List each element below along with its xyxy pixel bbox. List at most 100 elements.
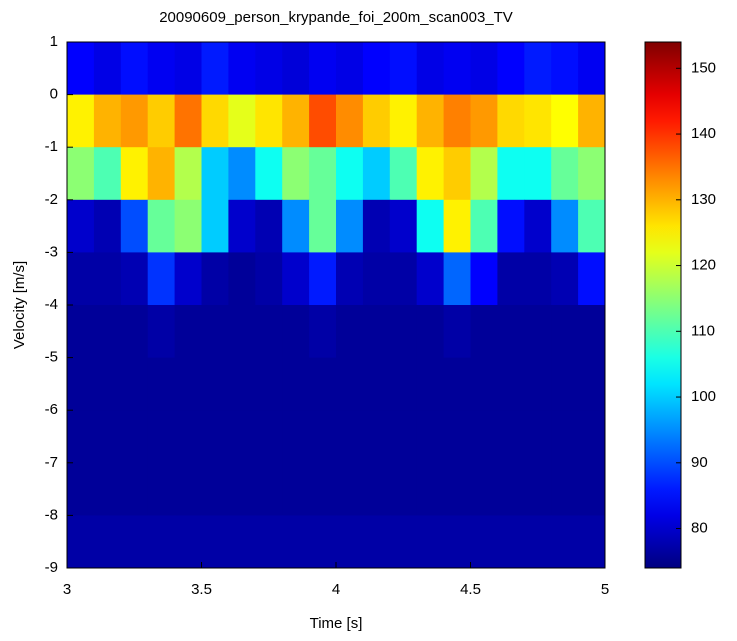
- heatmap-cell: [470, 252, 498, 306]
- x-tick-label: 5: [601, 581, 609, 598]
- heatmap-cell: [497, 357, 525, 411]
- heatmap-cell: [470, 147, 498, 201]
- heatmap-cell: [416, 147, 445, 201]
- heatmap-cell: [470, 199, 498, 253]
- heatmap-cell: [470, 42, 498, 96]
- heatmap-cell: [228, 94, 256, 148]
- heatmap-cell: [578, 410, 606, 464]
- heatmap-cell: [524, 199, 552, 253]
- y-tick-label: -6: [45, 401, 58, 418]
- heatmap-cell: [147, 410, 176, 464]
- heatmap-cell: [470, 305, 498, 359]
- y-tick-label: -3: [45, 243, 58, 260]
- heatmap-cell: [120, 199, 149, 253]
- heatmap-cell: [578, 199, 606, 253]
- heatmap-cell: [389, 147, 418, 201]
- heatmap-cell: [174, 199, 202, 253]
- heatmap-cell: [228, 305, 256, 359]
- heatmap-cell: [309, 94, 337, 148]
- heatmap-cell: [309, 305, 337, 359]
- heatmap-cell: [67, 94, 95, 148]
- heatmap-cell: [551, 42, 579, 96]
- heatmap-cell: [551, 357, 579, 411]
- heatmap-cell: [174, 515, 202, 569]
- heatmap-cell: [309, 252, 337, 306]
- heatmap-cell: [389, 515, 418, 569]
- heatmap-cell: [443, 42, 471, 96]
- heatmap-cell: [174, 305, 202, 359]
- heatmap-cell: [362, 94, 391, 148]
- heatmap-cell: [309, 199, 337, 253]
- heatmap-cell: [174, 94, 202, 148]
- colorbar-tick-label: 150: [691, 59, 716, 76]
- heatmap-cell: [147, 515, 176, 569]
- heatmap-cell: [93, 515, 122, 569]
- heatmap-cell: [255, 357, 283, 411]
- heatmap-cell: [443, 515, 471, 569]
- heatmap-cell: [201, 147, 229, 201]
- heatmap-cell: [443, 252, 471, 306]
- y-tick-label: 0: [50, 86, 58, 103]
- heatmap-cell: [497, 147, 525, 201]
- heatmap-cell: [67, 42, 95, 96]
- heatmap-cell: [255, 199, 283, 253]
- heatmap-cell: [336, 147, 364, 201]
- heatmap-cell: [282, 515, 310, 569]
- heatmap-cell: [362, 252, 391, 306]
- heatmap-cell: [470, 462, 498, 516]
- heatmap-cell: [228, 515, 256, 569]
- heatmap-cell: [174, 410, 202, 464]
- heatmap-cell: [551, 252, 579, 306]
- chart-title: 20090609_person_krypande_foi_200m_scan00…: [159, 9, 513, 26]
- x-tick-label: 4.5: [460, 581, 481, 598]
- heatmap-cell: [228, 462, 256, 516]
- heatmap-cell: [362, 357, 391, 411]
- heatmap-cell: [389, 42, 418, 96]
- heatmap-cell: [497, 199, 525, 253]
- heatmap-cell: [524, 94, 552, 148]
- heatmap-cell: [578, 515, 606, 569]
- heatmap-cell: [282, 462, 310, 516]
- heatmap-cell: [309, 410, 337, 464]
- heatmap-cell: [336, 410, 364, 464]
- heatmap-cell: [255, 42, 283, 96]
- colorbar-tick-label: 100: [691, 388, 716, 405]
- heatmap-cell: [282, 305, 310, 359]
- heatmap-cell: [67, 410, 95, 464]
- heatmap-cell: [362, 199, 391, 253]
- heatmap-cell: [336, 252, 364, 306]
- heatmap-cell: [120, 357, 149, 411]
- heatmap-cell: [336, 357, 364, 411]
- heatmap-cell: [497, 515, 525, 569]
- heatmap-cell: [174, 42, 202, 96]
- heatmap-cell: [416, 357, 445, 411]
- heatmap-cell: [443, 94, 471, 148]
- heatmap-cell: [282, 94, 310, 148]
- colorbar: [644, 41, 682, 569]
- heatmap-cell: [497, 42, 525, 96]
- heatmap-cell: [67, 199, 95, 253]
- heatmap-cell: [67, 305, 95, 359]
- heatmap-cell: [147, 199, 176, 253]
- heatmap-cell: [147, 252, 176, 306]
- heatmap-cell: [201, 305, 229, 359]
- heatmap-cell: [551, 94, 579, 148]
- heatmap-cell: [282, 199, 310, 253]
- heatmap-cell: [174, 252, 202, 306]
- heatmap-cell: [524, 357, 552, 411]
- heatmap-cell: [147, 305, 176, 359]
- heatmap-cell: [362, 410, 391, 464]
- y-tick-label: -2: [45, 191, 58, 208]
- colorbar-tick-label: 130: [691, 191, 716, 208]
- heatmap-cell: [282, 410, 310, 464]
- heatmap-cell: [497, 462, 525, 516]
- heatmap-cell: [255, 147, 283, 201]
- heatmap-cell: [93, 42, 122, 96]
- x-tick-label: 4: [332, 581, 340, 598]
- heatmap-cell: [147, 147, 176, 201]
- heatmap-cell: [578, 462, 606, 516]
- heatmap-cell: [93, 147, 122, 201]
- heatmap-cell: [228, 410, 256, 464]
- heatmap-cell: [336, 515, 364, 569]
- heatmap-cell: [120, 305, 149, 359]
